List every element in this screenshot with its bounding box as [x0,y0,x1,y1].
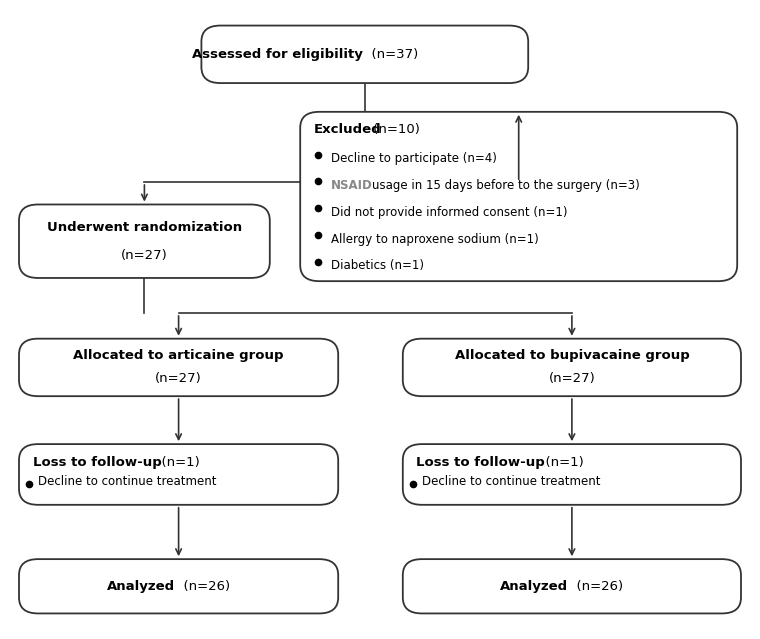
FancyBboxPatch shape [201,26,528,83]
Text: Analyzed: Analyzed [106,580,175,593]
Text: Decline to continue treatment: Decline to continue treatment [422,475,600,488]
Text: (n=27): (n=27) [549,373,595,385]
Text: Assessed for eligibility: Assessed for eligibility [192,48,363,61]
Text: Decline to continue treatment: Decline to continue treatment [38,475,217,488]
FancyBboxPatch shape [19,204,270,278]
Text: NSAID: NSAID [331,179,372,192]
FancyBboxPatch shape [19,559,338,613]
FancyBboxPatch shape [403,559,741,613]
FancyBboxPatch shape [19,339,338,396]
Text: (n=37): (n=37) [363,48,418,61]
FancyBboxPatch shape [403,339,741,396]
Text: Decline to participate (n=4): Decline to participate (n=4) [331,152,496,165]
Text: Underwent randomization: Underwent randomization [47,220,242,234]
Text: (n=10): (n=10) [369,123,420,136]
Text: (n=26): (n=26) [568,580,623,593]
Text: Allocated to articaine group: Allocated to articaine group [74,350,283,362]
Text: Loss to follow-up: Loss to follow-up [416,456,545,468]
Text: (n=1): (n=1) [153,456,200,468]
Text: Analyzed: Analyzed [500,580,568,593]
Text: Allocated to bupivacaine group: Allocated to bupivacaine group [454,350,689,362]
Text: (n=27): (n=27) [155,373,202,385]
Text: (n=26): (n=26) [175,580,230,593]
Text: Loss to follow-up: Loss to follow-up [33,456,161,468]
FancyBboxPatch shape [19,444,338,505]
Text: (n=27): (n=27) [121,249,168,262]
Text: usage in 15 days before to the surgery (n=3): usage in 15 days before to the surgery (… [372,179,640,192]
Text: Diabetics (n=1): Diabetics (n=1) [331,259,423,272]
FancyBboxPatch shape [300,112,737,281]
FancyBboxPatch shape [403,444,741,505]
Text: Did not provide informed consent (n=1): Did not provide informed consent (n=1) [331,206,567,219]
Text: (n=1): (n=1) [537,456,584,468]
Text: Excluded: Excluded [314,123,382,136]
Text: Allergy to naproxene sodium (n=1): Allergy to naproxene sodium (n=1) [331,233,538,245]
